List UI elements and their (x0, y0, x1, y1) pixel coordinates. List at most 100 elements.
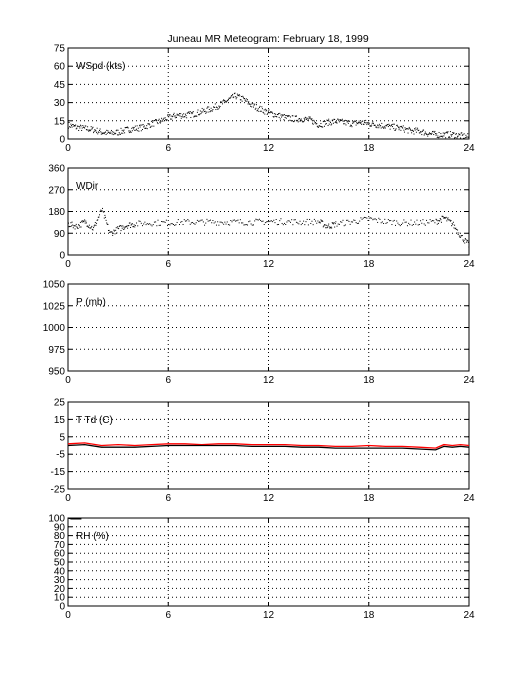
data-point (235, 96, 237, 98)
data-point (165, 118, 167, 120)
y-tick-label: 950 (48, 367, 65, 378)
data-point (99, 128, 101, 130)
data-point (390, 124, 392, 126)
data-point (415, 127, 417, 129)
data-point (320, 219, 322, 221)
y-tick-label: 1025 (43, 301, 66, 312)
data-point (162, 120, 164, 122)
data-point (110, 129, 112, 131)
data-point (430, 220, 432, 222)
data-point (258, 110, 260, 112)
data-point (255, 104, 257, 106)
data-point (307, 224, 309, 226)
data-point (194, 115, 196, 117)
data-point (216, 106, 218, 108)
data-point (141, 225, 143, 227)
data-point (84, 127, 86, 129)
data-point (204, 111, 206, 113)
data-point (249, 103, 251, 105)
data-point (215, 106, 217, 108)
data-point (361, 218, 363, 220)
data-point (420, 131, 422, 133)
data-point (344, 123, 346, 125)
data-point (323, 225, 325, 227)
data-point (448, 136, 450, 138)
data-point (127, 127, 129, 129)
data-point (317, 220, 319, 222)
data-point (370, 125, 372, 127)
data-point (363, 216, 365, 218)
data-point (372, 219, 374, 221)
data-point (321, 126, 323, 128)
data-point (399, 127, 401, 129)
data-point (131, 223, 133, 225)
data-point (247, 224, 249, 226)
data-point (86, 129, 88, 131)
data-point (144, 127, 146, 129)
data-point (218, 105, 220, 107)
data-point (442, 136, 444, 138)
data-point (312, 123, 314, 125)
data-point (402, 127, 404, 129)
data-point (165, 219, 167, 221)
data-point (429, 132, 431, 134)
data-point (130, 227, 132, 229)
y-tick-label: 90 (54, 522, 66, 533)
data-point (98, 216, 100, 218)
data-point (173, 223, 175, 225)
data-point (300, 119, 302, 121)
y-tick-label: 10 (54, 593, 66, 604)
data-point (403, 131, 405, 133)
data-point (446, 131, 448, 133)
data-point (198, 114, 200, 116)
data-point (176, 113, 178, 115)
data-point (237, 95, 239, 97)
data-point (289, 221, 291, 223)
data-point (340, 119, 342, 121)
data-point (109, 132, 111, 134)
data-point (147, 223, 149, 225)
data-point (423, 129, 425, 131)
data-point (272, 112, 274, 114)
y-tick-label: 45 (54, 80, 66, 91)
data-point (225, 223, 227, 225)
data-point (224, 100, 226, 102)
data-point (257, 219, 259, 221)
data-point (94, 129, 96, 131)
data-point (343, 225, 345, 227)
x-tick-label: 6 (165, 610, 171, 621)
data-point (380, 222, 382, 224)
data-point (74, 125, 76, 127)
data-point (193, 116, 195, 118)
data-point (332, 122, 334, 124)
y-tick-label: -15 (51, 467, 66, 478)
data-point (133, 226, 135, 228)
data-point (113, 230, 115, 232)
data-point (319, 125, 321, 127)
data-point (100, 131, 102, 133)
data-point (305, 117, 307, 119)
data-point (348, 120, 350, 122)
data-point (307, 118, 309, 120)
data-point (409, 129, 411, 131)
data-point (88, 130, 90, 132)
data-point (337, 118, 339, 120)
data-point (451, 135, 453, 137)
data-point (342, 120, 344, 122)
data-point (416, 128, 418, 130)
panel-label: WSpd (kts) (76, 61, 125, 72)
data-point (151, 125, 153, 127)
data-point (154, 120, 156, 122)
data-point (181, 221, 183, 223)
data-point (465, 134, 467, 136)
x-tick-label: 0 (65, 610, 71, 621)
data-point (334, 226, 336, 228)
data-point (226, 221, 228, 223)
data-point (329, 227, 331, 229)
data-point (111, 133, 113, 135)
data-point (167, 114, 169, 116)
data-point (466, 241, 468, 243)
data-point (439, 220, 441, 222)
x-tick-label: 0 (65, 259, 71, 270)
data-point (75, 128, 77, 130)
